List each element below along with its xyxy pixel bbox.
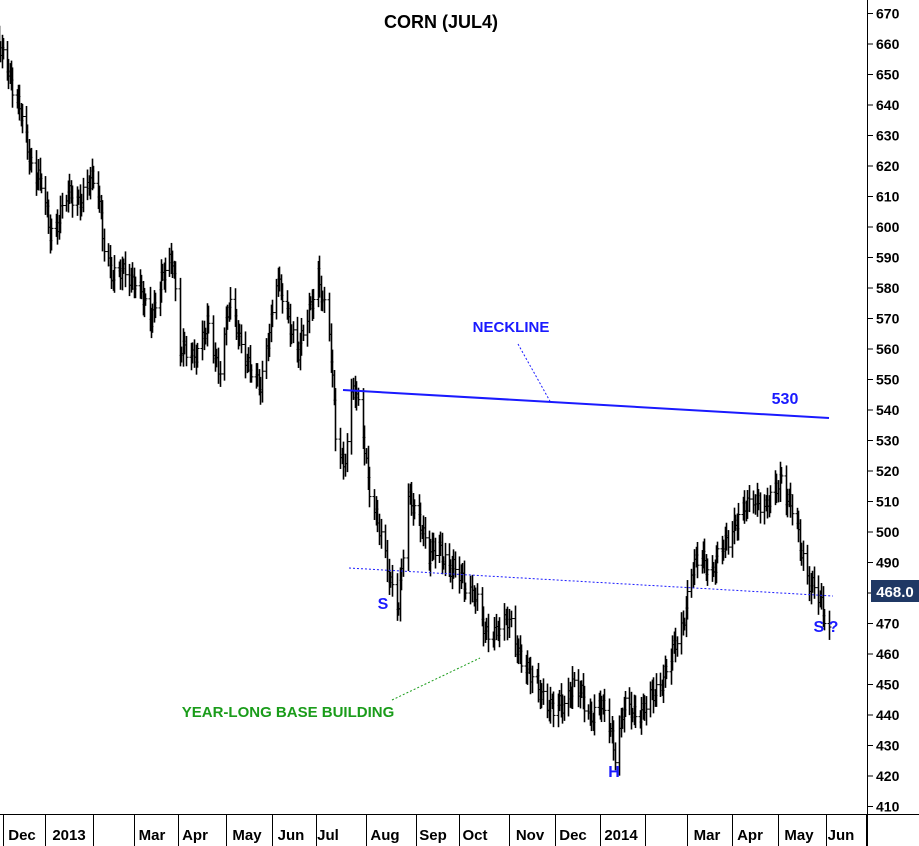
price-bars <box>0 25 832 776</box>
x-tick-label: 2013 <box>52 827 85 844</box>
left-shoulder-label: S <box>378 596 389 613</box>
x-tick-label: May <box>784 827 814 844</box>
chart-title: CORN (JUL4) <box>384 12 498 32</box>
x-tick-label: Oct <box>462 827 487 844</box>
x-tick-label: Mar <box>694 827 721 844</box>
y-tick-label: 490 <box>876 555 900 571</box>
y-tick-label: 540 <box>876 402 900 418</box>
base-building-label: YEAR-LONG BASE BUILDING <box>182 704 395 721</box>
last-price-tag: 468.0 <box>871 580 919 602</box>
x-axis: Dec 2013 Mar Apr May Jun Jul Aug Sep Oct Nov Dec 201… <box>0 814 919 846</box>
x-tick-label: Dec <box>559 827 587 844</box>
y-tick-label: 590 <box>876 250 900 266</box>
y-tick-label: 410 <box>876 799 900 815</box>
right-shoulder-label: S ? <box>814 619 839 636</box>
y-tick-label: 460 <box>876 646 900 662</box>
x-tick-label: Jul <box>317 827 339 844</box>
y-tick-label: 510 <box>876 494 900 510</box>
y-tick-label: 560 <box>876 341 900 357</box>
x-tick-label: Apr <box>737 827 763 844</box>
y-tick-label: 650 <box>876 67 900 83</box>
y-axis: 6806706606506406306206106005905805705605… <box>867 0 900 846</box>
last-price-background <box>871 580 919 602</box>
x-tick-label: Dec <box>8 827 36 844</box>
x-tick-label: Mar <box>139 827 166 844</box>
y-tick-label: 550 <box>876 372 900 388</box>
base-pointer <box>391 657 481 701</box>
x-tick-label: Aug <box>370 827 399 844</box>
y-tick-label: 600 <box>876 219 900 235</box>
y-tick-label: 630 <box>876 128 900 144</box>
y-tick-label: 620 <box>876 158 900 174</box>
y-tick-label: 640 <box>876 97 900 113</box>
x-tick-label: Nov <box>516 827 545 844</box>
y-tick-label: 580 <box>876 280 900 296</box>
head-label: H <box>608 764 620 781</box>
last-price-value: 468.0 <box>876 584 914 601</box>
x-tick-label: May <box>232 827 262 844</box>
y-tick-label: 520 <box>876 463 900 479</box>
y-tick-label: 660 <box>876 36 900 52</box>
annotation-layer: NECKLINE 530 S H S ? YEAR-LONG BASE BUIL… <box>182 319 839 781</box>
y-tick-label: 530 <box>876 433 900 449</box>
y-tick-label: 500 <box>876 524 900 540</box>
y-tick-label: 450 <box>876 677 900 693</box>
y-tick-label: 470 <box>876 616 900 632</box>
x-tick-label: Sep <box>419 827 447 844</box>
neckline-value-label: 530 <box>772 391 799 408</box>
y-tick-label: 440 <box>876 707 900 723</box>
y-tick-label: 570 <box>876 311 900 327</box>
x-tick-label: 2014 <box>604 827 638 844</box>
x-tick-label: Apr <box>182 827 208 844</box>
neckline-label: NECKLINE <box>473 319 550 336</box>
neckline-trendline <box>342 389 830 419</box>
x-tick-label: Jun <box>828 827 855 844</box>
x-tick-label: Jun <box>278 827 305 844</box>
y-tick-label: 420 <box>876 768 900 784</box>
y-tick-label: 430 <box>876 738 900 754</box>
y-tick-label: 610 <box>876 189 900 205</box>
y-tick-label: 670 <box>876 6 900 22</box>
neckline-pointer <box>517 343 552 404</box>
support-dotted-line <box>348 567 834 597</box>
